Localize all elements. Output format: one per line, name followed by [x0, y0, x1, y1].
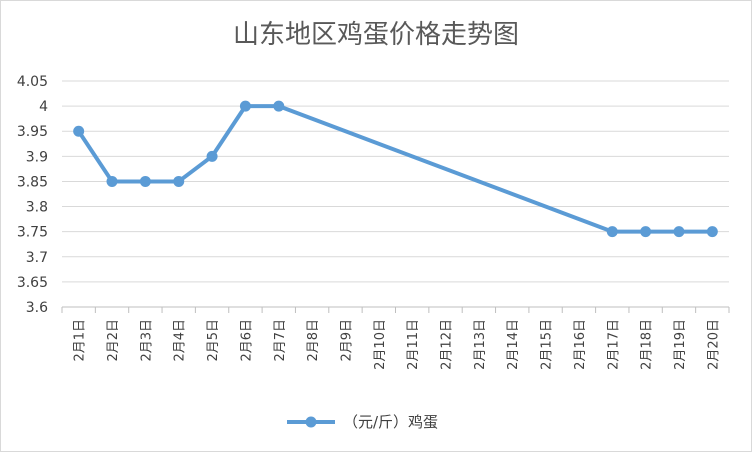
x-tick-label: 2月3日: [139, 319, 154, 362]
x-tick-label: 2月16日: [573, 319, 588, 370]
chart-title: 山东地区鸡蛋价格走势图: [233, 20, 519, 50]
y-axis: 3.6 3.65 3.7 3.75 3.8 3.85 3.9 3.95 4 4.05: [17, 74, 48, 316]
data-point[interactable]: [139, 175, 151, 187]
x-tick-label: 2月14日: [506, 319, 521, 370]
x-tick-label: 2月4日: [173, 319, 188, 362]
data-point[interactable]: [606, 226, 618, 238]
series-layer: [73, 100, 718, 238]
data-point[interactable]: [173, 175, 185, 187]
gridlines: [62, 80, 729, 308]
y-tick-label: 3.65: [17, 275, 48, 291]
y-tick-label: 3.7: [26, 250, 48, 266]
data-point[interactable]: [206, 150, 218, 162]
y-tick-label: 3.8: [26, 200, 48, 216]
y-tick-label: 3.9: [26, 149, 48, 165]
legend[interactable]: （元/斤）鸡蛋: [287, 413, 438, 431]
data-point[interactable]: [106, 175, 118, 187]
data-point[interactable]: [239, 100, 251, 112]
data-point[interactable]: [706, 226, 718, 238]
y-tick-label: 3.75: [17, 225, 48, 241]
x-tick-label: 2月7日: [273, 319, 288, 362]
x-tick-label: 2月10日: [373, 319, 388, 370]
x-tick-label: 2月20日: [706, 319, 721, 370]
data-point[interactable]: [273, 100, 285, 112]
x-tick-label: 2月17日: [606, 319, 621, 370]
y-tick-label: 3.95: [17, 124, 48, 140]
x-tick-label: 2月19日: [673, 319, 688, 370]
x-tick-label: 2月9日: [339, 319, 354, 362]
x-tick-label: 2月12日: [440, 319, 455, 370]
x-tick-label: 2月6日: [239, 319, 254, 362]
data-point[interactable]: [640, 226, 652, 238]
data-point[interactable]: [673, 226, 685, 238]
x-tick-label: 2月13日: [473, 319, 488, 370]
legend-point-marker: [305, 416, 317, 428]
y-tick-label: 4: [39, 99, 48, 115]
data-point[interactable]: [73, 125, 85, 137]
y-tick-label: 3.6: [26, 300, 48, 316]
x-axis: 2月1日 2月2日 2月3日 2月4日 2月5日 2月6日 2月7日 2月8日 2月9日 2月10…: [61, 307, 730, 370]
x-tick-label: 2月5日: [206, 319, 221, 362]
series-line: [76, 104, 715, 234]
x-tick-label: 2月2日: [106, 319, 121, 362]
y-tick-label: 3.85: [17, 174, 48, 190]
x-tick-label: 2月18日: [640, 319, 655, 370]
y-tick-label: 4.05: [17, 74, 48, 90]
x-tick-label: 2月15日: [540, 319, 555, 370]
legend-label: （元/斤）鸡蛋: [343, 413, 438, 431]
x-tick-label: 2月8日: [306, 319, 321, 362]
x-tick-label: 2月1日: [73, 319, 88, 362]
x-tick-label: 2月11日: [406, 319, 421, 370]
